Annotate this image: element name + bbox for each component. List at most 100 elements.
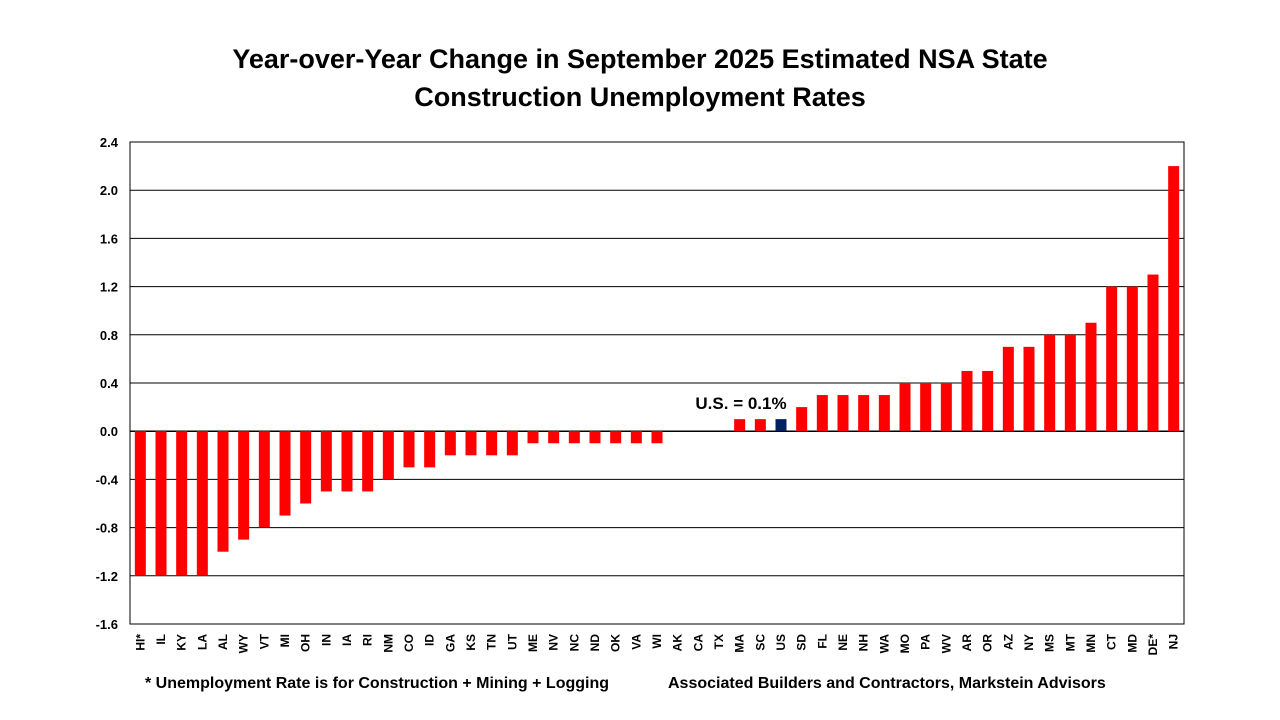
bar-de xyxy=(1148,275,1159,432)
x-tick-label: VT xyxy=(257,633,271,649)
bar-ut xyxy=(507,431,518,455)
bar-va xyxy=(631,431,642,443)
x-tick-label: LA xyxy=(195,634,209,650)
bar-ct xyxy=(1106,287,1117,432)
bar-mt xyxy=(1065,335,1076,431)
bar-wy xyxy=(238,431,249,539)
bar-nc xyxy=(569,431,580,443)
y-tick-label: 2.0 xyxy=(100,183,118,198)
x-tick-label: TN xyxy=(485,634,499,650)
x-tick-label: ND xyxy=(588,634,602,652)
x-tick-label: MS xyxy=(1043,634,1057,652)
y-tick-label: 1.2 xyxy=(100,280,118,295)
bar-fl xyxy=(817,395,828,431)
bar-in xyxy=(321,431,332,491)
bar-ky xyxy=(176,431,187,576)
bar-al xyxy=(218,431,229,552)
y-tick-label: -0.4 xyxy=(96,472,119,487)
bar-ri xyxy=(362,431,373,491)
bar-ar xyxy=(962,371,973,431)
x-tick-label: FL xyxy=(815,634,829,649)
bar-ia xyxy=(342,431,353,491)
y-tick-label: 0.0 xyxy=(100,424,118,439)
x-tick-label: OR xyxy=(981,634,995,652)
x-tick-label: ID xyxy=(423,634,437,646)
bar-ga xyxy=(445,431,456,455)
bar-co xyxy=(404,431,415,467)
x-tick-label: PA xyxy=(919,634,933,650)
bar-wi xyxy=(652,431,663,443)
bar-ne xyxy=(838,395,849,431)
x-tick-label: NM xyxy=(381,634,395,653)
y-tick-label: 0.4 xyxy=(100,376,119,391)
x-tick-label: OH xyxy=(299,634,313,652)
bar-id xyxy=(424,431,435,467)
x-tick-label: SD xyxy=(795,634,809,651)
source-credit: Associated Builders and Contractors, Mar… xyxy=(668,675,1106,693)
x-tick-label: IA xyxy=(340,634,354,646)
x-tick-label: AK xyxy=(671,634,685,652)
y-tick-label: 2.4 xyxy=(100,135,119,150)
x-tick-label: IL xyxy=(154,634,168,645)
x-tick-label: IN xyxy=(319,634,333,646)
x-tick-label: US xyxy=(774,634,788,651)
x-tick-label: WV xyxy=(939,634,953,653)
bar-wa xyxy=(879,395,890,431)
bar-oh xyxy=(300,431,311,503)
x-tick-label: AL xyxy=(216,634,230,650)
bars xyxy=(135,166,1179,576)
bar-md xyxy=(1127,287,1138,432)
y-axis-tick-labels: 2.4 2.0 1.6 1.2 0.8 0.4 0.0 -0.4 -0.8 -1.2 -1.6 xyxy=(96,135,119,632)
x-tick-label: AR xyxy=(960,634,974,652)
y-tick-label: -1.2 xyxy=(96,569,118,584)
y-tick-label: -1.6 xyxy=(96,617,118,632)
x-tick-label: SC xyxy=(753,634,767,651)
x-tick-label: WA xyxy=(877,634,891,654)
bar-ok xyxy=(610,431,621,443)
bar-us xyxy=(776,419,787,431)
x-tick-label: CO xyxy=(402,634,416,652)
x-tick-label: MT xyxy=(1063,633,1077,651)
bar-tn xyxy=(486,431,497,455)
x-tick-label: HI* xyxy=(133,634,147,651)
x-tick-label: MN xyxy=(1084,634,1098,653)
us-annotation: U.S. = 0.1% xyxy=(695,394,786,413)
bar-mn xyxy=(1086,323,1097,431)
x-tick-label: CT xyxy=(1105,633,1119,650)
x-tick-label: MD xyxy=(1125,634,1139,653)
footnote: * Unemployment Rate is for Construction … xyxy=(145,675,609,693)
x-tick-label: NJ xyxy=(1167,634,1181,649)
bar-nv xyxy=(548,431,559,443)
x-tick-label: AZ xyxy=(1001,634,1015,650)
bar-wv xyxy=(941,383,952,431)
x-tick-label: DE* xyxy=(1146,634,1160,656)
bar-nj xyxy=(1168,166,1179,431)
x-tick-label: RI xyxy=(361,634,375,646)
bar-sc xyxy=(755,419,766,431)
y-tick-label: -0.8 xyxy=(96,521,118,536)
bar-la xyxy=(197,431,208,576)
x-tick-label: CA xyxy=(691,634,705,652)
x-tick-label: NH xyxy=(857,634,871,651)
bar-pa xyxy=(920,383,931,431)
bar-ny xyxy=(1024,347,1035,431)
x-tick-label: GA xyxy=(443,634,457,652)
x-tick-label: UT xyxy=(505,633,519,650)
x-tick-label: MO xyxy=(898,634,912,653)
bar-chart: 2.42.01.61.20.80.40.0-0.4-0.8-1.2-1.6 HI… xyxy=(0,0,1280,720)
bar-nd xyxy=(590,431,601,443)
x-tick-label: ME xyxy=(526,634,540,652)
x-tick-label: MI xyxy=(278,634,292,647)
y-tick-label: 1.6 xyxy=(100,231,118,246)
x-tick-label: OK xyxy=(609,634,623,652)
x-tick-label: NY xyxy=(1022,634,1036,651)
bar-mi xyxy=(280,431,291,515)
x-tick-label: KS xyxy=(464,634,478,651)
bar-nh xyxy=(858,395,869,431)
x-tick-label: WY xyxy=(237,634,251,653)
bar-vt xyxy=(259,431,270,527)
bar-me xyxy=(528,431,539,443)
bar-hi xyxy=(135,431,146,576)
x-tick-label: MA xyxy=(733,634,747,653)
x-tick-label: TX xyxy=(712,634,726,649)
